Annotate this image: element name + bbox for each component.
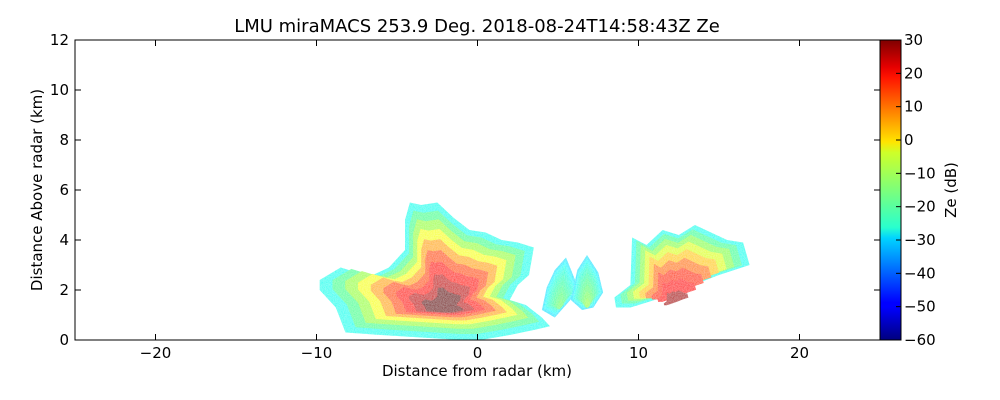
colorbar-tick-label: −40 [904, 264, 936, 282]
colorbar-tick-label: −50 [904, 298, 936, 316]
y-axis: 0 2 4 6 8 10 12 [50, 31, 880, 349]
echo-contour [421, 287, 464, 313]
y-tick-label: 6 [59, 181, 69, 199]
colorbar [879, 39, 902, 341]
colorbar-tick-label: 30 [904, 31, 923, 49]
y-tick-label: 4 [59, 231, 69, 249]
x-axis-label: Distance from radar (km) [382, 362, 572, 380]
x-tick-label: −10 [301, 344, 333, 362]
colorbar-tick-label: −30 [904, 231, 936, 249]
y-tick-label: 2 [59, 281, 69, 299]
colorbar-tick-label: −20 [904, 198, 936, 216]
y-tick-label: 0 [59, 331, 69, 349]
colorbar-label: Ze (dB) [942, 162, 960, 218]
x-tick-label: 10 [629, 344, 648, 362]
x-tick-label: −20 [140, 344, 172, 362]
colorbar-tick-label: −60 [904, 331, 936, 349]
y-tick-label: 10 [50, 81, 69, 99]
colorbar-tick-label: −10 [904, 164, 936, 182]
echo-contour [663, 290, 689, 306]
x-tick-label: 20 [790, 344, 809, 362]
colorbar-tick-label: 0 [904, 131, 914, 149]
colorbar-tick-label: 10 [904, 98, 923, 116]
reflectivity-field [319, 202, 750, 340]
x-axis: −20 −10 0 10 20 [140, 40, 809, 362]
y-tick-label: 8 [59, 131, 69, 149]
echo-contour [584, 297, 591, 308]
y-tick-label: 12 [50, 31, 69, 49]
x-tick-label: 0 [473, 344, 483, 362]
colorbar-tick-label: 20 [904, 64, 923, 82]
chart-title: LMU miraMACS 253.9 Deg. 2018-08-24T14:58… [234, 16, 720, 37]
y-axis-label: Distance Above radar (km) [28, 89, 46, 291]
echo-regions [319, 202, 750, 340]
colorbar-ticks: 30 20 10 0 −10 −20 −30 −40 −50 −60 [896, 31, 936, 349]
echo-contour [557, 298, 564, 310]
